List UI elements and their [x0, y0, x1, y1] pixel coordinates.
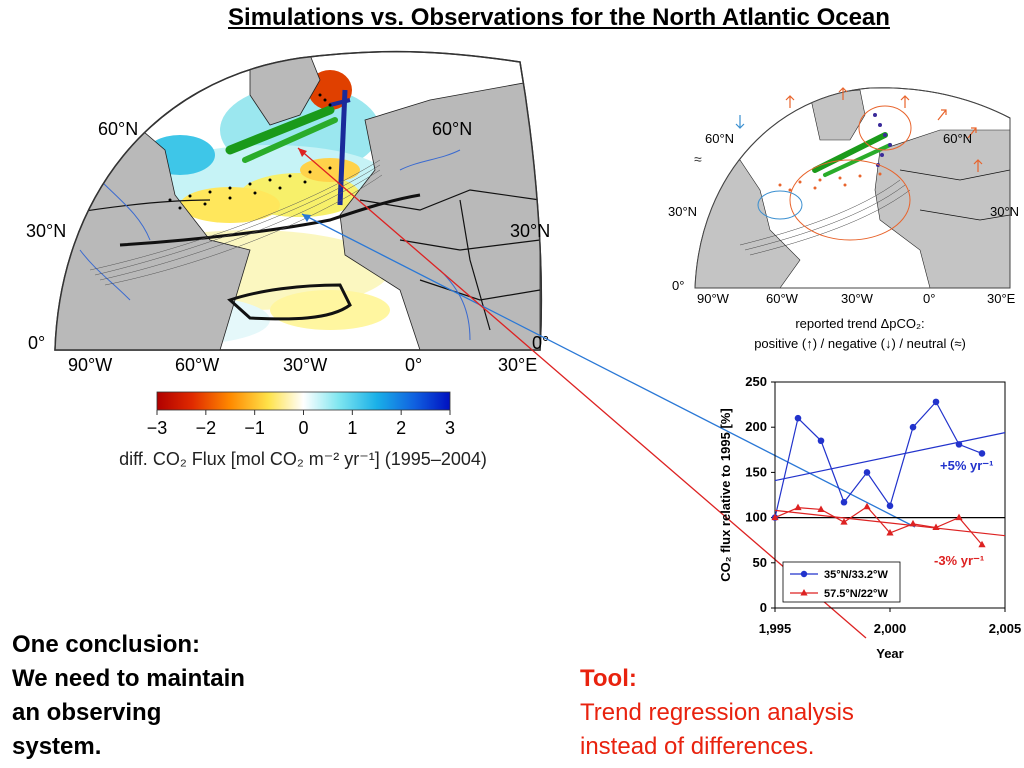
inset-lat-label-30n-left: 30°N: [668, 204, 697, 219]
y-tick-label: 200: [745, 419, 767, 434]
data-point: [771, 513, 779, 521]
main-lon-label-30w: 30°W: [283, 355, 327, 375]
data-point: [840, 518, 848, 525]
main-map: [54, 50, 543, 351]
inset-caption-line1: reported trend ΔpCO₂:: [795, 316, 924, 331]
legend-label: 35°N/33.2°W: [824, 569, 888, 581]
main-lon-label-30e: 30°E: [498, 355, 537, 375]
connector-arrowhead-57n: [298, 148, 307, 157]
inset-lat-label-30n-right: 30°N: [990, 204, 1019, 219]
colorbar-tick-label: −2: [196, 418, 217, 438]
main-lat-label-60n-right: 60°N: [432, 119, 472, 139]
colorbar: −3 −2 −1 0 1 2 3 diff. CO₂ Flux [mol CO₂ m⁻² y…: [119, 391, 487, 469]
tool-text: Tool: Trend regression analysis instead …: [580, 662, 854, 764]
inset-lat-label-60n-right: 60°N: [943, 131, 972, 146]
colorbar-tick-label: 3: [445, 418, 455, 438]
conclusion-text: One conclusion: We need to maintain an o…: [12, 628, 245, 764]
inset-caption-line2: positive (↑) / negative (↓) / neutral (≈…: [754, 336, 966, 351]
conclusion-line: We need to maintain: [12, 665, 245, 692]
colorbar-tick-label: 0: [298, 418, 308, 438]
inset-lon-label-30w: 30°W: [841, 291, 874, 306]
series-0: +5% yr⁻¹: [771, 398, 1006, 521]
inset-lon-label-90w: 90°W: [697, 291, 730, 306]
connector-line-35n: [301, 213, 916, 528]
data-point: [840, 498, 848, 506]
data-point: [978, 540, 986, 548]
legend-label: 57.5°N/22°W: [824, 588, 888, 600]
x-axis-label: Year: [876, 646, 903, 661]
data-point: [863, 469, 871, 476]
conclusion-line: system.: [12, 733, 102, 760]
series-line: [774, 400, 983, 518]
tool-line: instead of differences.: [580, 733, 815, 760]
main-lat-label-30n-left: 30°N: [26, 221, 66, 241]
data-point: [886, 528, 894, 536]
data-point: [932, 398, 940, 406]
series-1: -3% yr⁻¹: [771, 502, 1006, 568]
data-point: [794, 414, 802, 422]
legend-marker: [800, 570, 808, 578]
main-lat-label-60n-left: 60°N: [98, 119, 138, 139]
y-tick-label: 150: [745, 464, 767, 479]
data-point: [955, 441, 963, 448]
legend-marker: [800, 589, 808, 596]
inset-lon-label-0: 0°: [923, 291, 935, 306]
trend-line: [774, 509, 1006, 537]
colorbar-tick-label: 2: [396, 418, 406, 438]
inset-lat-label-0-left: 0°: [672, 278, 684, 293]
tool-line: Trend regression analysis: [580, 699, 854, 726]
data-point: [909, 519, 917, 527]
data-point: [955, 513, 963, 521]
svg-text:≈: ≈: [694, 151, 702, 167]
trend-line: [774, 432, 1006, 482]
colorbar-tick-label: −1: [244, 418, 265, 438]
inset-lat-label-60n-left: 60°N: [705, 131, 734, 146]
data-point: [817, 505, 825, 512]
data-point: [978, 450, 986, 457]
inset-map: ≈: [694, 87, 1011, 289]
trend-label: +5% yr⁻¹: [940, 458, 993, 473]
flux-trend-chart: 0 50 100 150 200 250 1,995 2,000 2,005 Year CO₂ fl…: [718, 374, 1021, 661]
colorbar-tick-label: −3: [147, 418, 168, 438]
y-tick-label: 50: [753, 555, 767, 570]
data-point: [794, 503, 802, 511]
main-lon-label-60w: 60°W: [175, 355, 219, 375]
y-tick-label: 100: [745, 510, 767, 525]
inset-lon-label-30e: 30°E: [987, 291, 1016, 306]
connector-arrowhead-35n: [302, 214, 311, 222]
main-lon-label-90w: 90°W: [68, 355, 112, 375]
connector-line-57n: [297, 147, 867, 639]
colorbar-tick-label: 1: [347, 418, 357, 438]
inset-lon-label-60w: 60°W: [766, 291, 799, 306]
conclusion-line: One conclusion:: [12, 631, 201, 658]
conclusion-line: an observing: [12, 699, 162, 726]
y-tick-label: 250: [745, 374, 767, 389]
slide-title: Simulations vs. Observations for the Nor…: [228, 4, 890, 31]
data-point: [863, 502, 871, 510]
x-tick-label: 2,005: [989, 621, 1022, 636]
legend: 35°N/33.2°W 57.5°N/22°W: [782, 561, 901, 603]
data-point: [932, 523, 940, 531]
data-point: [909, 423, 917, 431]
tool-heading: Tool:: [580, 665, 637, 692]
y-tick-label: 0: [760, 600, 767, 615]
colorbar-label: diff. CO₂ Flux [mol CO₂ m⁻² yr⁻¹] (1995–…: [119, 449, 487, 469]
y-axis-label: CO₂ flux relative to 1995 [%]: [718, 408, 733, 581]
x-tick-label: 1,995: [759, 621, 792, 636]
data-point: [817, 437, 825, 445]
main-lat-label-30n-right: 30°N: [510, 221, 550, 241]
x-tick-label: 2,000: [874, 621, 907, 636]
series-line: [774, 505, 983, 546]
data-point: [886, 502, 894, 510]
trend-label: -3% yr⁻¹: [934, 553, 984, 568]
main-lat-label-0-left: 0°: [28, 333, 45, 353]
main-lon-label-0: 0°: [405, 355, 422, 375]
